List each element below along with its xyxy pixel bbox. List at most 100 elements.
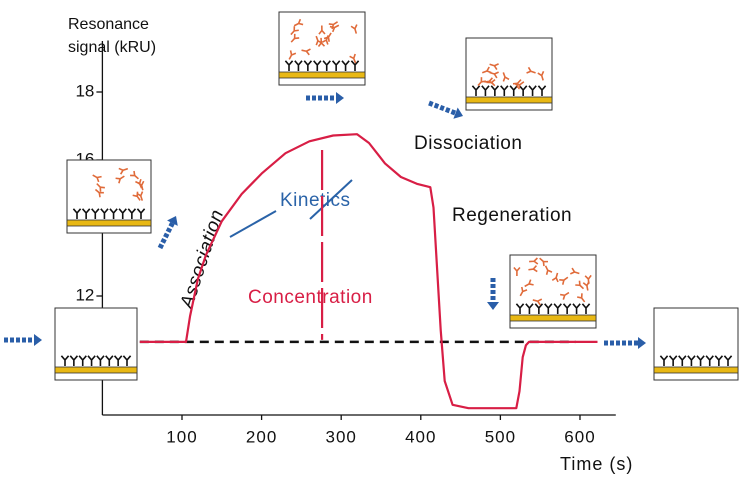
sensor-inset bbox=[509, 254, 597, 329]
molecule bbox=[91, 208, 100, 219]
molecule bbox=[284, 60, 294, 71]
molecule bbox=[113, 355, 123, 366]
sensor-inset bbox=[54, 307, 138, 381]
molecule bbox=[96, 183, 105, 192]
molecule bbox=[687, 355, 696, 366]
molecule bbox=[94, 188, 104, 198]
molecule bbox=[118, 208, 127, 219]
molecule bbox=[81, 208, 91, 219]
molecule bbox=[92, 174, 102, 183]
molecule bbox=[72, 208, 82, 219]
molecule bbox=[471, 85, 481, 96]
gold-surface bbox=[465, 96, 553, 104]
molecule bbox=[562, 303, 572, 314]
x-tick-label: 600 bbox=[564, 427, 595, 446]
molecule bbox=[532, 298, 543, 306]
gold-surface bbox=[54, 366, 138, 374]
y-axis-label: signal (kRU) bbox=[68, 39, 156, 56]
molecule bbox=[696, 355, 705, 366]
sensor-inset bbox=[653, 307, 739, 381]
x-tick-label: 400 bbox=[405, 427, 436, 446]
x-tick-label: 300 bbox=[326, 427, 357, 446]
molecule bbox=[575, 280, 585, 290]
molecule bbox=[130, 170, 139, 180]
gold-surface bbox=[653, 366, 739, 374]
molecule bbox=[544, 265, 553, 275]
molecule bbox=[329, 24, 340, 33]
molecule bbox=[118, 167, 129, 175]
molecule bbox=[349, 53, 357, 64]
molecule bbox=[60, 355, 70, 366]
molecule bbox=[539, 257, 549, 267]
sensor-inset bbox=[278, 11, 366, 86]
molecule bbox=[78, 355, 87, 366]
flow-arrow bbox=[157, 216, 178, 250]
gold-surface bbox=[509, 314, 597, 322]
molecule bbox=[678, 355, 687, 366]
molecule bbox=[551, 272, 559, 283]
molecule bbox=[122, 355, 132, 366]
sensor-inset bbox=[66, 159, 152, 234]
x-tick-label: 100 bbox=[166, 427, 197, 446]
molecule bbox=[500, 85, 509, 96]
sensorgram-line bbox=[139, 133, 598, 410]
molecule bbox=[515, 303, 525, 314]
molecule bbox=[115, 175, 125, 184]
molecule bbox=[659, 355, 669, 366]
arrow-head bbox=[453, 107, 463, 119]
molecule bbox=[136, 208, 146, 219]
molecule bbox=[321, 35, 329, 45]
molecule bbox=[293, 18, 304, 27]
kinetics-pointer bbox=[309, 179, 353, 220]
molecule bbox=[109, 208, 118, 219]
y-axis-label: Resonance bbox=[68, 16, 149, 33]
molecule bbox=[489, 63, 499, 71]
molecule bbox=[714, 355, 724, 366]
molecule bbox=[560, 291, 570, 300]
arrow-head bbox=[487, 302, 499, 310]
flow-arrow bbox=[306, 92, 344, 104]
molecule bbox=[526, 66, 536, 74]
molecule bbox=[87, 355, 96, 366]
arrow-head bbox=[167, 216, 178, 226]
arrow-head bbox=[336, 92, 344, 104]
molecule bbox=[534, 303, 544, 314]
molecule bbox=[301, 48, 311, 56]
molecule bbox=[105, 355, 114, 366]
molecule bbox=[294, 60, 303, 71]
molecule bbox=[486, 79, 496, 87]
molecule bbox=[331, 60, 341, 71]
flow-arrow bbox=[428, 100, 463, 119]
molecule bbox=[528, 265, 538, 273]
x-tick-label: 500 bbox=[485, 427, 516, 446]
molecule bbox=[290, 33, 300, 43]
molecule bbox=[502, 72, 510, 82]
molecule bbox=[559, 276, 569, 285]
concentration-label: Concentration bbox=[248, 287, 373, 308]
molecule bbox=[96, 355, 105, 366]
molecule bbox=[69, 355, 79, 366]
y-tick-label: 12 bbox=[75, 285, 94, 304]
molecule bbox=[525, 303, 534, 314]
molecule bbox=[313, 60, 322, 71]
arrow-head bbox=[638, 337, 646, 349]
regeneration-label: Regeneration bbox=[452, 205, 572, 226]
molecule bbox=[322, 60, 331, 71]
gold-surface bbox=[66, 219, 152, 227]
molecule bbox=[528, 85, 537, 96]
molecule bbox=[303, 60, 313, 71]
kinetics-label: Kinetics bbox=[280, 190, 351, 211]
molecule bbox=[350, 24, 358, 34]
x-tick-label: 200 bbox=[246, 427, 277, 446]
molecule bbox=[341, 60, 350, 71]
molecule bbox=[100, 208, 109, 219]
arrow-shaft bbox=[157, 222, 175, 250]
molecule bbox=[132, 191, 141, 201]
molecule bbox=[544, 303, 553, 314]
molecule bbox=[489, 71, 499, 79]
molecule bbox=[315, 35, 323, 46]
molecule bbox=[705, 355, 714, 366]
molecule bbox=[490, 85, 500, 96]
molecule bbox=[537, 85, 547, 96]
molecule bbox=[477, 77, 487, 87]
